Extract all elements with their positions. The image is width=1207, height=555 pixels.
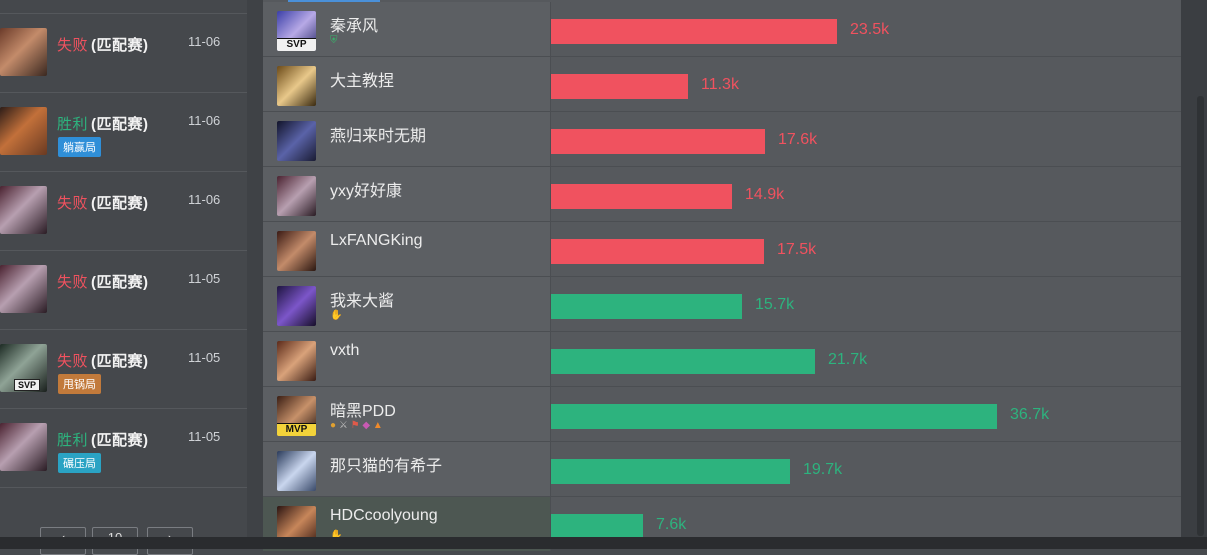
champion-portrait	[0, 265, 47, 313]
match-tag: 碾压局	[58, 453, 101, 473]
coin-icon: ●	[330, 420, 336, 431]
player-name[interactable]: 秦承风	[330, 12, 378, 36]
damage-bar	[551, 74, 688, 99]
svp-badge: SVP	[277, 38, 316, 51]
player-row[interactable]: 那只猫的有希子 19.7k	[263, 442, 1181, 497]
match-result: 失败	[57, 353, 88, 370]
match-row[interactable]: 胜利 (匹配赛) 11-05 碾压局	[0, 409, 247, 488]
champion-portrait	[0, 186, 47, 234]
sword-icon: ⚔	[339, 420, 348, 431]
damage-value: 17.6k	[778, 131, 817, 149]
champion-portrait	[0, 28, 47, 76]
bottom-edge	[0, 537, 1207, 549]
player-row[interactable]: yxy好好康 14.9k	[263, 167, 1181, 222]
damage-value: 17.5k	[777, 241, 816, 259]
match-mode: (匹配赛)	[91, 116, 149, 133]
player-name[interactable]: 我来大酱	[330, 287, 394, 311]
damage-value: 19.7k	[803, 461, 842, 479]
damage-bar	[551, 19, 837, 44]
match-result: 失败	[57, 37, 88, 54]
match-row[interactable]: 失败 (匹配赛) 11-05	[0, 251, 247, 330]
match-mode: (匹配赛)	[91, 195, 149, 212]
match-row[interactable]: 失败 (匹配赛) 11-06	[0, 172, 247, 251]
player-avatar	[277, 286, 316, 326]
damage-bar	[551, 459, 790, 484]
match-date: 11-05	[188, 350, 220, 365]
damage-bar	[551, 239, 764, 264]
champion-portrait	[0, 423, 47, 471]
player-row[interactable]: 大主教捏 11.3k	[263, 57, 1181, 112]
damage-bar	[551, 349, 815, 374]
player-row[interactable]: LxFANGKing 17.5k	[263, 222, 1181, 277]
match-date: 11-06	[188, 192, 220, 207]
player-avatar: MVP	[277, 396, 316, 436]
player-row[interactable]: SVP 秦承风 ⛨ 23.5k	[263, 2, 1181, 57]
player-name[interactable]: vxth	[330, 342, 359, 360]
player-name[interactable]: 大主教捏	[330, 67, 394, 91]
player-name[interactable]: 暗黑PDD	[330, 397, 396, 421]
player-row[interactable]: 我来大酱 ✋ 15.7k	[263, 277, 1181, 332]
match-tag: 甩锅局	[58, 374, 101, 394]
fire-icon: ▲	[373, 420, 383, 431]
player-avatar: SVP	[277, 11, 316, 51]
player-row[interactable]: MVP 暗黑PDD ● ⚔ ⚑ ◆ ▲ 36.7k	[263, 387, 1181, 442]
hand-icon: ✋	[330, 310, 342, 321]
match-result: 失败	[57, 195, 88, 212]
damage-bar	[551, 514, 643, 539]
match-row[interactable]: 胜利 (匹配赛) 11-06 躺赢局	[0, 93, 247, 172]
match-row[interactable]: SVP 失败 (匹配赛) 11-05 甩锅局	[0, 330, 247, 409]
match-date: 11-06	[188, 34, 220, 49]
player-avatar	[277, 121, 316, 161]
player-avatar	[277, 341, 316, 381]
match-mode: (匹配赛)	[91, 353, 149, 370]
match-tag: 躺赢局	[58, 137, 101, 157]
match-result: 失败	[57, 274, 88, 291]
match-row-partial	[0, 0, 247, 14]
shield-icon: ⛨	[330, 35, 338, 46]
match-date: 11-06	[188, 113, 220, 128]
damage-value: 23.5k	[850, 21, 889, 39]
player-row[interactable]: 燕归来时无期 17.6k	[263, 112, 1181, 167]
damage-bar	[551, 294, 742, 319]
player-avatar	[277, 451, 316, 491]
match-mode: (匹配赛)	[91, 274, 149, 291]
mask-icon: ◆	[362, 420, 370, 431]
scrollbar-thumb[interactable]	[1197, 96, 1204, 536]
damage-bar	[551, 184, 732, 209]
damage-value: 7.6k	[656, 516, 686, 534]
player-name[interactable]: 燕归来时无期	[330, 122, 426, 146]
player-avatar	[277, 66, 316, 106]
player-avatar	[277, 176, 316, 216]
damage-value: 36.7k	[1010, 406, 1049, 424]
damage-value: 11.3k	[701, 76, 739, 94]
honor-badges: ● ⚔ ⚑ ◆ ▲	[330, 420, 383, 431]
damage-value: 21.7k	[828, 351, 867, 369]
champion-portrait: SVP	[0, 344, 47, 392]
damage-value: 15.7k	[755, 296, 794, 314]
damage-bar	[551, 404, 997, 429]
player-name[interactable]: HDCcoolyoung	[330, 507, 438, 525]
match-mode: (匹配赛)	[91, 37, 149, 54]
player-name[interactable]: LxFANGKing	[330, 232, 422, 250]
player-name[interactable]: yxy好好康	[330, 177, 402, 201]
damage-bar	[551, 129, 765, 154]
player-avatar	[277, 231, 316, 271]
match-row[interactable]: 失败 (匹配赛) 11-06	[0, 14, 247, 93]
mvp-badge: MVP	[277, 423, 316, 436]
match-date: 11-05	[188, 429, 220, 444]
honor-badges: ⛨	[330, 35, 338, 46]
svp-badge: SVP	[14, 379, 40, 391]
honor-badges: ✋	[330, 310, 342, 321]
player-row[interactable]: vxth 21.7k	[263, 332, 1181, 387]
match-result: 胜利	[57, 432, 88, 449]
match-mode: (匹配赛)	[91, 432, 149, 449]
flag-icon: ⚑	[351, 420, 360, 431]
player-name[interactable]: 那只猫的有希子	[330, 452, 442, 476]
match-result: 胜利	[57, 116, 88, 133]
damage-value: 14.9k	[745, 186, 784, 204]
panel-divider	[247, 0, 263, 549]
champion-portrait	[0, 107, 47, 155]
match-date: 11-05	[188, 271, 220, 286]
